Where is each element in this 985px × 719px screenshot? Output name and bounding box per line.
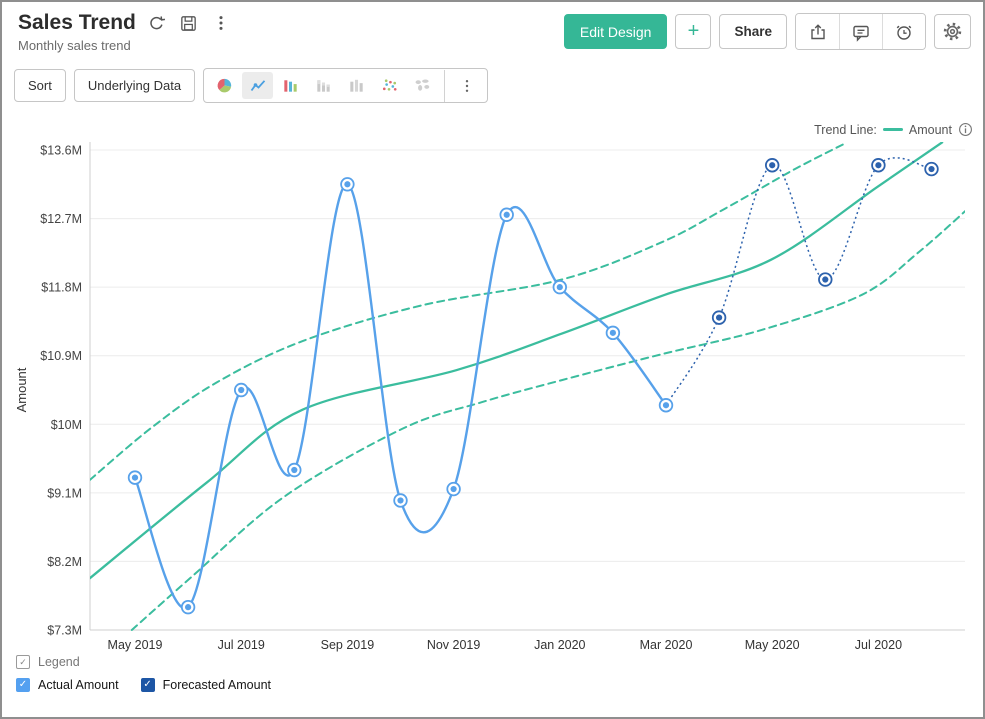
trend-line-amount-	[90, 142, 944, 580]
header-icon-group	[795, 13, 926, 50]
x-tick-label: Mar 2020	[640, 638, 693, 652]
actual-point-dot	[131, 474, 139, 481]
y-tick-label: $9.1M	[47, 486, 82, 500]
actual-point-dot	[609, 329, 617, 336]
add-button[interactable]: +	[675, 14, 712, 49]
underlying-data-button[interactable]: Underlying Data	[73, 69, 196, 102]
actual-point-dot	[185, 604, 192, 611]
bar-chart-icon[interactable]	[275, 72, 306, 99]
forecast-amount-checkbox[interactable]	[140, 678, 155, 692]
export-icon	[810, 23, 825, 39]
header-actions: Edit Design + Share	[563, 13, 971, 50]
legend-area: Legend Actual Amount Forecasted Amount	[16, 655, 285, 692]
actual-line	[133, 183, 667, 610]
info-icon[interactable]	[958, 122, 973, 137]
y-tick-label: $10M	[51, 418, 82, 432]
x-tick-label: Sep 2019	[321, 638, 375, 652]
header: Sales Trend Monthly sales tre	[18, 11, 232, 53]
actual-point-dot	[291, 466, 298, 474]
line-chart-icon[interactable]	[242, 72, 274, 99]
share-button[interactable]: Share	[719, 14, 787, 49]
x-tick-label: Jan 2020	[534, 638, 585, 652]
sort-button[interactable]: Sort	[14, 69, 66, 102]
y-tick-label: $13.6M	[40, 144, 82, 158]
x-tick-label: Nov 2019	[427, 638, 481, 652]
forecast-point-dot	[928, 165, 935, 173]
x-tick-label: Jul 2020	[855, 638, 902, 652]
actual-point-dot	[238, 386, 245, 394]
pie-chart-icon[interactable]	[209, 72, 240, 99]
y-tick-label: $10.9M	[40, 349, 82, 363]
page-subtitle: Monthly sales trend	[18, 38, 131, 53]
refresh-icon[interactable]	[146, 12, 168, 34]
save-icon[interactable]	[178, 12, 200, 34]
trend-line-label: Trend Line:	[814, 122, 877, 137]
comment-button[interactable]	[839, 14, 882, 49]
x-tick-label: Jul 2019	[218, 638, 265, 652]
actual-point-dot	[662, 402, 670, 409]
trend-upper-bound	[90, 142, 849, 481]
actual-amount-checkbox[interactable]	[16, 678, 30, 692]
forecast-point-dot	[875, 162, 882, 169]
sales-trend-chart: $13.6M $12.7M $11.8M $10.9M $10M $9.1M $8.2M $7…	[14, 142, 965, 652]
kebab-icon	[465, 79, 468, 92]
alarm-icon	[896, 25, 912, 40]
legend-toggle-checkbox[interactable]	[16, 655, 30, 669]
settings-button[interactable]	[934, 14, 971, 49]
actual-point-dot	[503, 211, 510, 218]
actual-point-dot	[450, 485, 457, 493]
y-tick-label: $12.7M	[40, 212, 82, 226]
actual-amount-label: Actual Amount	[38, 678, 119, 692]
more-chart-types-button[interactable]	[451, 72, 482, 99]
trend-line-swatch	[882, 128, 903, 131]
y-tick-label: $7.3M	[47, 624, 82, 638]
y-tick-label: $8.2M	[47, 555, 82, 569]
forecast-amount-label: Forecasted Amount	[162, 678, 272, 692]
legend-label: Legend	[38, 655, 80, 669]
chart-toolbar: Sort Underlying Data	[14, 68, 489, 103]
map-icon[interactable]	[407, 72, 438, 99]
trend-line-legend: Trend Line: Amount	[814, 122, 973, 137]
chart-type-switcher	[203, 68, 489, 103]
edit-design-button[interactable]: Edit Design	[563, 14, 668, 49]
chart-area: Trend Line: Amount $13.6M $12.7M $11.8M $10…	[2, 107, 983, 657]
x-tick-label: May 2020	[745, 638, 800, 652]
kebab-icon[interactable]	[210, 12, 232, 34]
plus-icon: +	[687, 20, 700, 42]
stacked-bar-icon[interactable]	[308, 72, 339, 99]
x-tick-label: May 2019	[108, 638, 163, 652]
y-tick-label: $11.8M	[41, 281, 82, 295]
actual-point-dot	[344, 181, 351, 188]
scatter-icon[interactable]	[374, 72, 405, 99]
actual-point-dot	[397, 497, 404, 504]
forecast-point-dot	[716, 314, 723, 321]
toolbar-divider	[444, 69, 446, 102]
forecast-point-dot	[822, 276, 829, 283]
grouped-bar-icon[interactable]	[341, 72, 372, 99]
forecast-point-dot	[769, 162, 776, 169]
export-button[interactable]	[796, 14, 839, 49]
comment-icon	[853, 25, 869, 42]
gear-icon	[943, 22, 962, 41]
trend-series-label: Amount	[908, 122, 952, 137]
trend-lower-bound	[130, 209, 965, 631]
y-axis-title: Amount	[14, 367, 29, 412]
actual-point-dot	[556, 284, 563, 291]
page-title: Sales Trend	[18, 11, 136, 34]
alert-button[interactable]	[882, 14, 925, 49]
